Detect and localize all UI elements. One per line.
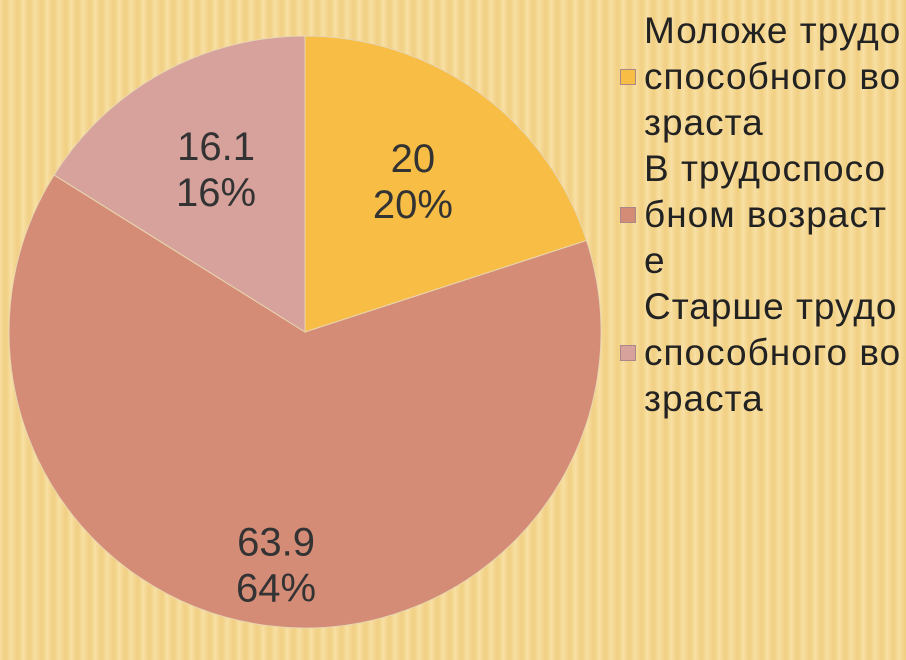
legend-swatch bbox=[620, 345, 636, 361]
legend-label: Старше трудоспособного возраста bbox=[644, 286, 902, 419]
legend-swatch bbox=[620, 69, 636, 85]
legend-entry: Моложе трудоспособного возраста bbox=[620, 8, 904, 146]
percent-label: 64% bbox=[236, 567, 316, 611]
percent-label: 20% bbox=[373, 183, 453, 227]
value-label: 20 bbox=[391, 137, 436, 181]
value-label: 16.1 bbox=[177, 125, 255, 169]
legend-label: В трудоспособном возрасте bbox=[644, 148, 887, 281]
value-label: 63.9 bbox=[237, 521, 315, 565]
legend-label: Моложе трудоспособного возраста bbox=[644, 10, 902, 143]
legend-swatch bbox=[620, 207, 636, 223]
pie-slice bbox=[8, 174, 602, 629]
legend-entry: В трудоспособном возрасте bbox=[620, 146, 904, 284]
legend: Моложе трудоспособного возраста В трудосп… bbox=[620, 8, 904, 422]
pie-slice bbox=[304, 35, 588, 333]
pie-slice bbox=[53, 35, 306, 333]
percent-label: 16% bbox=[176, 171, 256, 215]
legend-entry: Старше трудоспособного возраста bbox=[620, 284, 904, 422]
